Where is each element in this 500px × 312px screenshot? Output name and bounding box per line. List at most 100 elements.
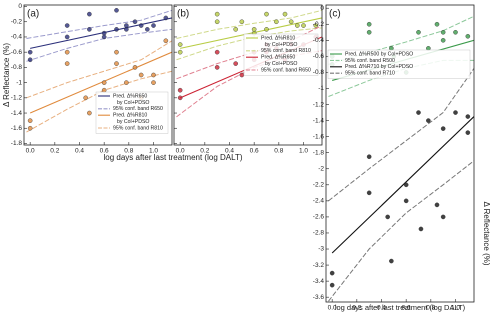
x-tick-label: 0.0 <box>176 148 185 155</box>
legend-label: Pred. Δ%R650 <box>113 93 147 99</box>
y-tick-label: -0.2 <box>313 21 325 28</box>
data-point <box>366 154 372 160</box>
data-point <box>151 23 156 28</box>
y-tick-label: -1.4 <box>313 117 325 124</box>
panel-label: (a) <box>27 9 39 20</box>
x-tick-label: 0.0 <box>328 305 337 312</box>
x-tick-label: 1.0 <box>299 148 308 155</box>
x-tick-label: 1.0 <box>451 305 460 312</box>
panel-label: (c) <box>329 9 341 20</box>
data-point <box>465 130 471 135</box>
fit-line <box>30 17 172 49</box>
data-point <box>114 8 119 13</box>
data-point <box>177 87 183 93</box>
y-tick-label: -0.6 <box>11 49 23 56</box>
confidence-band <box>176 9 322 39</box>
data-point <box>64 49 70 55</box>
y-tick-label: -0.2 <box>11 18 23 25</box>
data-point <box>138 72 144 78</box>
y-tick-label: -0.6 <box>313 53 325 60</box>
data-point <box>453 110 458 115</box>
fit-line <box>331 116 474 254</box>
data-point <box>101 80 107 85</box>
data-point <box>214 19 220 25</box>
y-tick-label: -3 <box>318 246 324 253</box>
y-tick-label: -1.2 <box>11 95 23 102</box>
legend-label: Pred. Δ%R810 <box>261 35 295 41</box>
data-point <box>295 23 300 28</box>
confidence-band <box>26 28 172 62</box>
legend-label: Pred. Δ%R500 by Col+PDSO <box>345 51 413 57</box>
data-point <box>64 61 70 66</box>
legend-label: 95% conf. band R650 <box>261 67 311 73</box>
data-point <box>233 61 238 66</box>
x-tick-label: 0.2 <box>200 148 209 155</box>
data-point <box>151 80 156 85</box>
data-point <box>27 118 33 123</box>
y-axis-label: Δ Reflectance (%) <box>2 43 11 107</box>
data-point <box>132 65 138 70</box>
x-axis-label: log days after last treatment (log DALT) <box>335 303 466 312</box>
y-tick-label: -1 <box>318 85 324 92</box>
legend-box <box>327 49 471 79</box>
y-tick-label: -2 <box>318 165 324 172</box>
data-point <box>440 126 446 131</box>
legend-box <box>243 33 319 76</box>
y-tick-label: -0.4 <box>313 37 325 44</box>
y-tick-label: -0.4 <box>11 34 23 41</box>
data-point <box>239 19 245 25</box>
data-point <box>87 27 92 32</box>
data-point <box>389 258 394 264</box>
data-point <box>64 23 70 28</box>
axes-frame <box>173 4 323 146</box>
data-point <box>418 226 424 232</box>
data-point <box>440 38 446 43</box>
data-point <box>288 19 294 25</box>
x-tick-label: 0.2 <box>352 305 361 312</box>
y-tick-label: -3.2 <box>313 262 325 269</box>
data-point <box>440 214 446 220</box>
confidence-band <box>328 160 474 302</box>
y-tick-label: 0 <box>320 5 324 12</box>
y-tick-label: -1.8 <box>313 149 325 156</box>
data-point <box>83 95 88 101</box>
data-point <box>434 21 440 27</box>
y-tick-label: -1.8 <box>11 140 23 147</box>
data-point <box>385 214 390 220</box>
x-tick-label: 0.6 <box>250 148 259 155</box>
data-point <box>274 19 279 25</box>
data-point <box>282 11 288 17</box>
data-point <box>403 198 409 204</box>
data-point <box>264 27 269 32</box>
data-point <box>87 11 92 17</box>
data-point <box>177 49 183 55</box>
legend-label: by Col+PDSO <box>117 119 149 125</box>
fit-line <box>29 51 172 114</box>
data-point <box>124 80 129 85</box>
x-tick-label: 0.4 <box>225 148 234 155</box>
data-point <box>101 34 107 40</box>
legend-label: 95% conf. band R810 <box>113 125 163 131</box>
data-point <box>426 118 431 123</box>
x-tick-label: 0.2 <box>50 148 59 155</box>
confidence-band <box>26 40 172 99</box>
y-tick-label: -1.6 <box>11 125 23 132</box>
data-point <box>163 15 169 21</box>
data-point <box>132 19 138 25</box>
y-tick-label: -3.6 <box>313 294 325 301</box>
y-tick-label: -2.6 <box>313 214 325 221</box>
data-point <box>465 34 471 39</box>
axes-frame <box>325 4 475 303</box>
confidence-band <box>328 68 474 202</box>
legend-label: 95% conf. band R500 <box>345 58 395 64</box>
data-point <box>329 282 335 288</box>
data-point <box>440 29 446 35</box>
data-point <box>239 72 245 78</box>
plot-area <box>26 8 172 133</box>
data-point <box>313 23 319 28</box>
fit-line <box>180 17 322 49</box>
data-point <box>124 27 129 32</box>
